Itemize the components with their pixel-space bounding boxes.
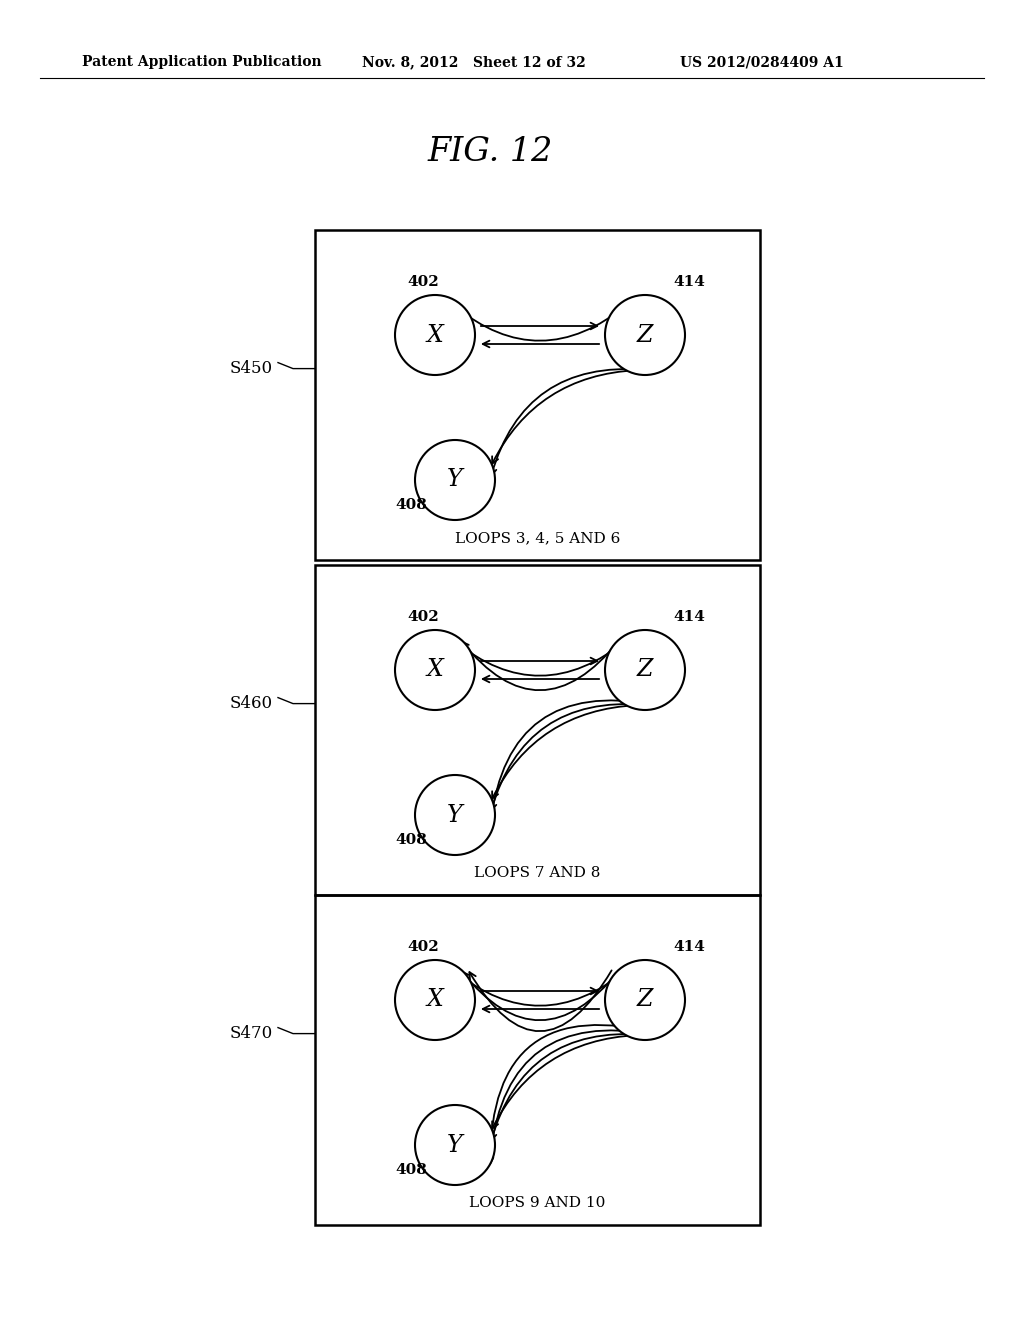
Text: US 2012/0284409 A1: US 2012/0284409 A1 (680, 55, 844, 69)
Bar (315, 565, 760, 895)
Text: X: X (427, 659, 443, 681)
Text: Z: Z (637, 989, 653, 1011)
Text: Z: Z (637, 323, 653, 346)
Text: Z: Z (637, 659, 653, 681)
Text: S460: S460 (230, 696, 273, 711)
Circle shape (395, 960, 475, 1040)
Text: LOOPS 3, 4, 5 AND 6: LOOPS 3, 4, 5 AND 6 (455, 531, 621, 545)
Text: 414: 414 (673, 610, 705, 624)
Text: Nov. 8, 2012   Sheet 12 of 32: Nov. 8, 2012 Sheet 12 of 32 (362, 55, 586, 69)
Bar (315, 230, 760, 560)
Circle shape (605, 960, 685, 1040)
Text: 408: 408 (395, 833, 427, 847)
Circle shape (415, 1105, 495, 1185)
Text: S450: S450 (230, 360, 273, 378)
Text: 408: 408 (395, 1163, 427, 1177)
Text: X: X (427, 989, 443, 1011)
Text: Patent Application Publication: Patent Application Publication (82, 55, 322, 69)
Circle shape (605, 630, 685, 710)
Circle shape (605, 294, 685, 375)
Text: 402: 402 (407, 610, 438, 624)
Text: LOOPS 9 AND 10: LOOPS 9 AND 10 (469, 1196, 605, 1210)
Circle shape (395, 294, 475, 375)
Circle shape (415, 775, 495, 855)
Text: 414: 414 (673, 275, 705, 289)
Circle shape (395, 630, 475, 710)
Text: S470: S470 (230, 1026, 273, 1041)
Text: 414: 414 (673, 940, 705, 954)
Text: 402: 402 (407, 275, 438, 289)
Text: Y: Y (447, 1134, 463, 1156)
Circle shape (415, 440, 495, 520)
Text: 408: 408 (395, 498, 427, 512)
Text: Y: Y (447, 469, 463, 491)
Text: FIG. 12: FIG. 12 (427, 136, 553, 168)
Text: LOOPS 7 AND 8: LOOPS 7 AND 8 (474, 866, 601, 880)
Text: X: X (427, 323, 443, 346)
Text: Y: Y (447, 804, 463, 826)
Bar (315, 895, 760, 1225)
Text: 402: 402 (407, 940, 438, 954)
